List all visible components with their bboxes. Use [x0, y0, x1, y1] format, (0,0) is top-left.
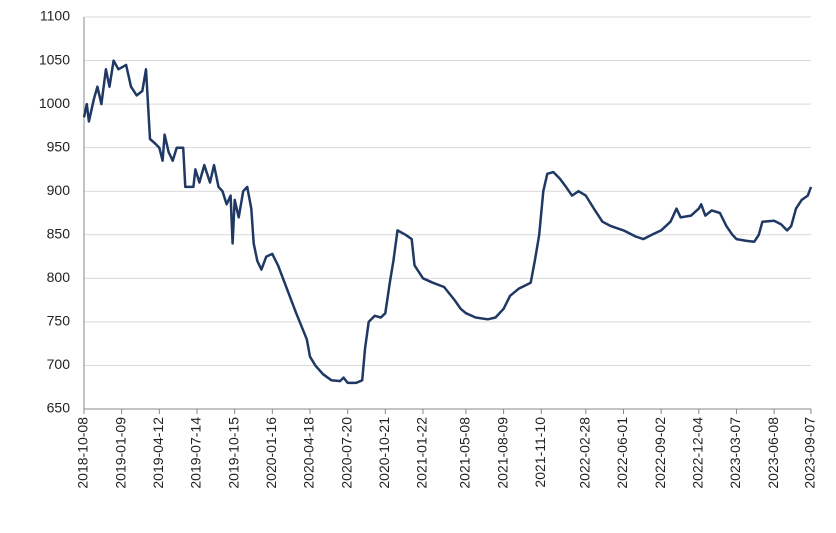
x-tick-label: 2022-06-01	[614, 417, 630, 489]
x-tick-label: 2020-07-20	[338, 417, 354, 489]
x-tick-label: 2023-06-08	[765, 417, 781, 489]
y-tick-label: 1050	[39, 51, 70, 67]
x-tick-label: 2018-10-08	[75, 417, 91, 489]
x-tick-label: 2021-01-22	[414, 417, 430, 489]
x-tick-label: 2021-05-08	[457, 417, 473, 489]
y-tick-label: 850	[47, 225, 71, 241]
x-tick-label: 2022-12-04	[690, 417, 706, 489]
x-tick-label: 2022-09-02	[652, 417, 668, 489]
x-tick-label: 2020-10-21	[376, 417, 392, 489]
x-tick-label: 2021-08-09	[494, 417, 510, 489]
x-tick-label: 2019-04-12	[150, 417, 166, 489]
x-tick-label: 2023-03-07	[727, 417, 743, 489]
y-tick-label: 950	[47, 138, 71, 154]
x-tick-label: 2020-04-18	[301, 417, 317, 489]
x-tick-label: 2019-07-14	[188, 417, 204, 489]
x-tick-label: 2020-01-16	[263, 417, 279, 489]
y-tick-label: 1000	[39, 95, 70, 111]
y-tick-label: 800	[47, 269, 71, 285]
y-tick-label: 700	[47, 356, 71, 372]
y-tick-label: 650	[47, 400, 71, 416]
x-tick-label: 2019-01-09	[112, 417, 128, 489]
y-tick-label: 900	[47, 182, 71, 198]
y-tick-label: 750	[47, 313, 71, 329]
line	[82, 59, 813, 385]
x-tick-label: 2022-02-28	[577, 417, 593, 489]
y-tick-label: 1100	[40, 8, 70, 24]
x-tick-label: 2019-10-15	[225, 417, 241, 489]
x-tick-label: 2023-09-07	[802, 417, 818, 489]
x-tick-label: 2021-11-10	[532, 417, 548, 488]
